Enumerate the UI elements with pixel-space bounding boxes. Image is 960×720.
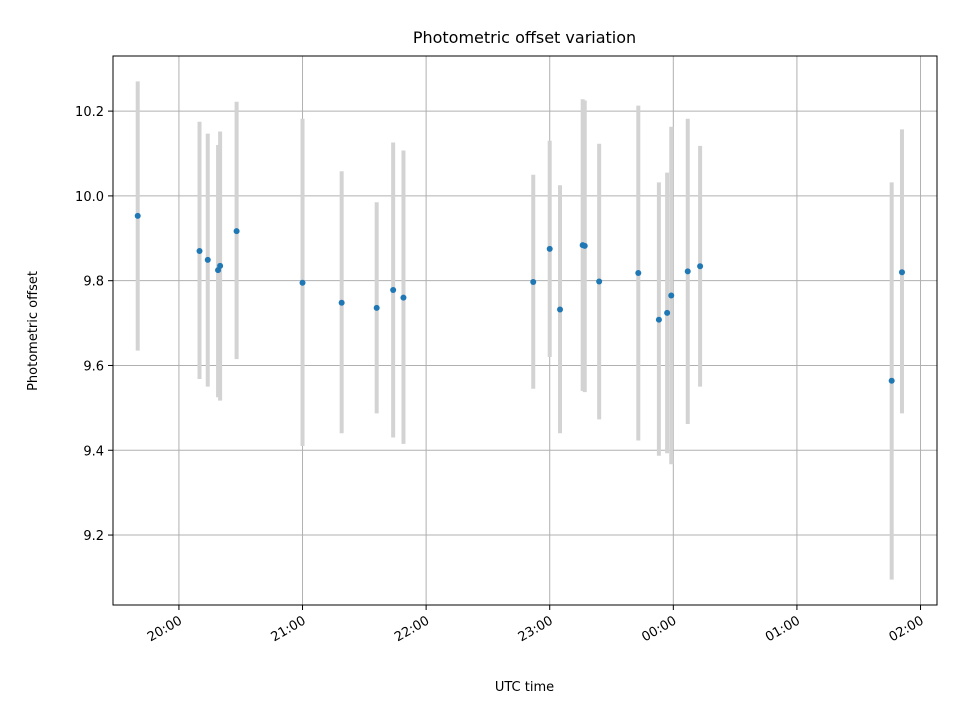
data-point	[655, 316, 662, 323]
data-point	[596, 278, 603, 285]
plot-frame	[112, 55, 938, 606]
data-point	[668, 292, 675, 299]
grid	[113, 56, 937, 605]
y-tick-label: 9.6	[83, 359, 104, 374]
y-tick-label: 10.0	[75, 190, 104, 205]
data-point	[373, 304, 380, 311]
y-tick-label: 9.4	[83, 444, 104, 459]
data-point	[546, 245, 553, 252]
y-tick-label: 9.2	[83, 529, 104, 544]
y-tick-label: 10.2	[75, 105, 104, 120]
data-points	[134, 212, 905, 384]
data-point	[400, 294, 407, 301]
data-point	[888, 377, 895, 384]
data-point	[684, 268, 691, 275]
data-point	[581, 242, 588, 249]
y-axis: 9.2 9.4 9.6 9.8 10.0 10.2	[75, 105, 113, 544]
data-point	[196, 248, 203, 255]
data-point	[898, 269, 905, 276]
data-point	[530, 278, 537, 285]
data-point	[557, 306, 564, 313]
data-point	[299, 279, 306, 286]
data-point	[134, 212, 141, 219]
data-point	[233, 228, 240, 235]
data-point	[338, 299, 345, 306]
x-axis-label: UTC time	[495, 680, 554, 695]
data-point	[204, 256, 211, 263]
data-point	[635, 270, 642, 277]
data-point	[664, 309, 671, 316]
y-tick-label: 9.8	[83, 275, 104, 290]
y-axis-label: Photometric offset	[26, 271, 41, 391]
data-point	[217, 262, 224, 269]
data-point	[390, 287, 397, 294]
chart-title: Photometric offset variation	[413, 28, 636, 47]
data-point	[697, 263, 704, 270]
